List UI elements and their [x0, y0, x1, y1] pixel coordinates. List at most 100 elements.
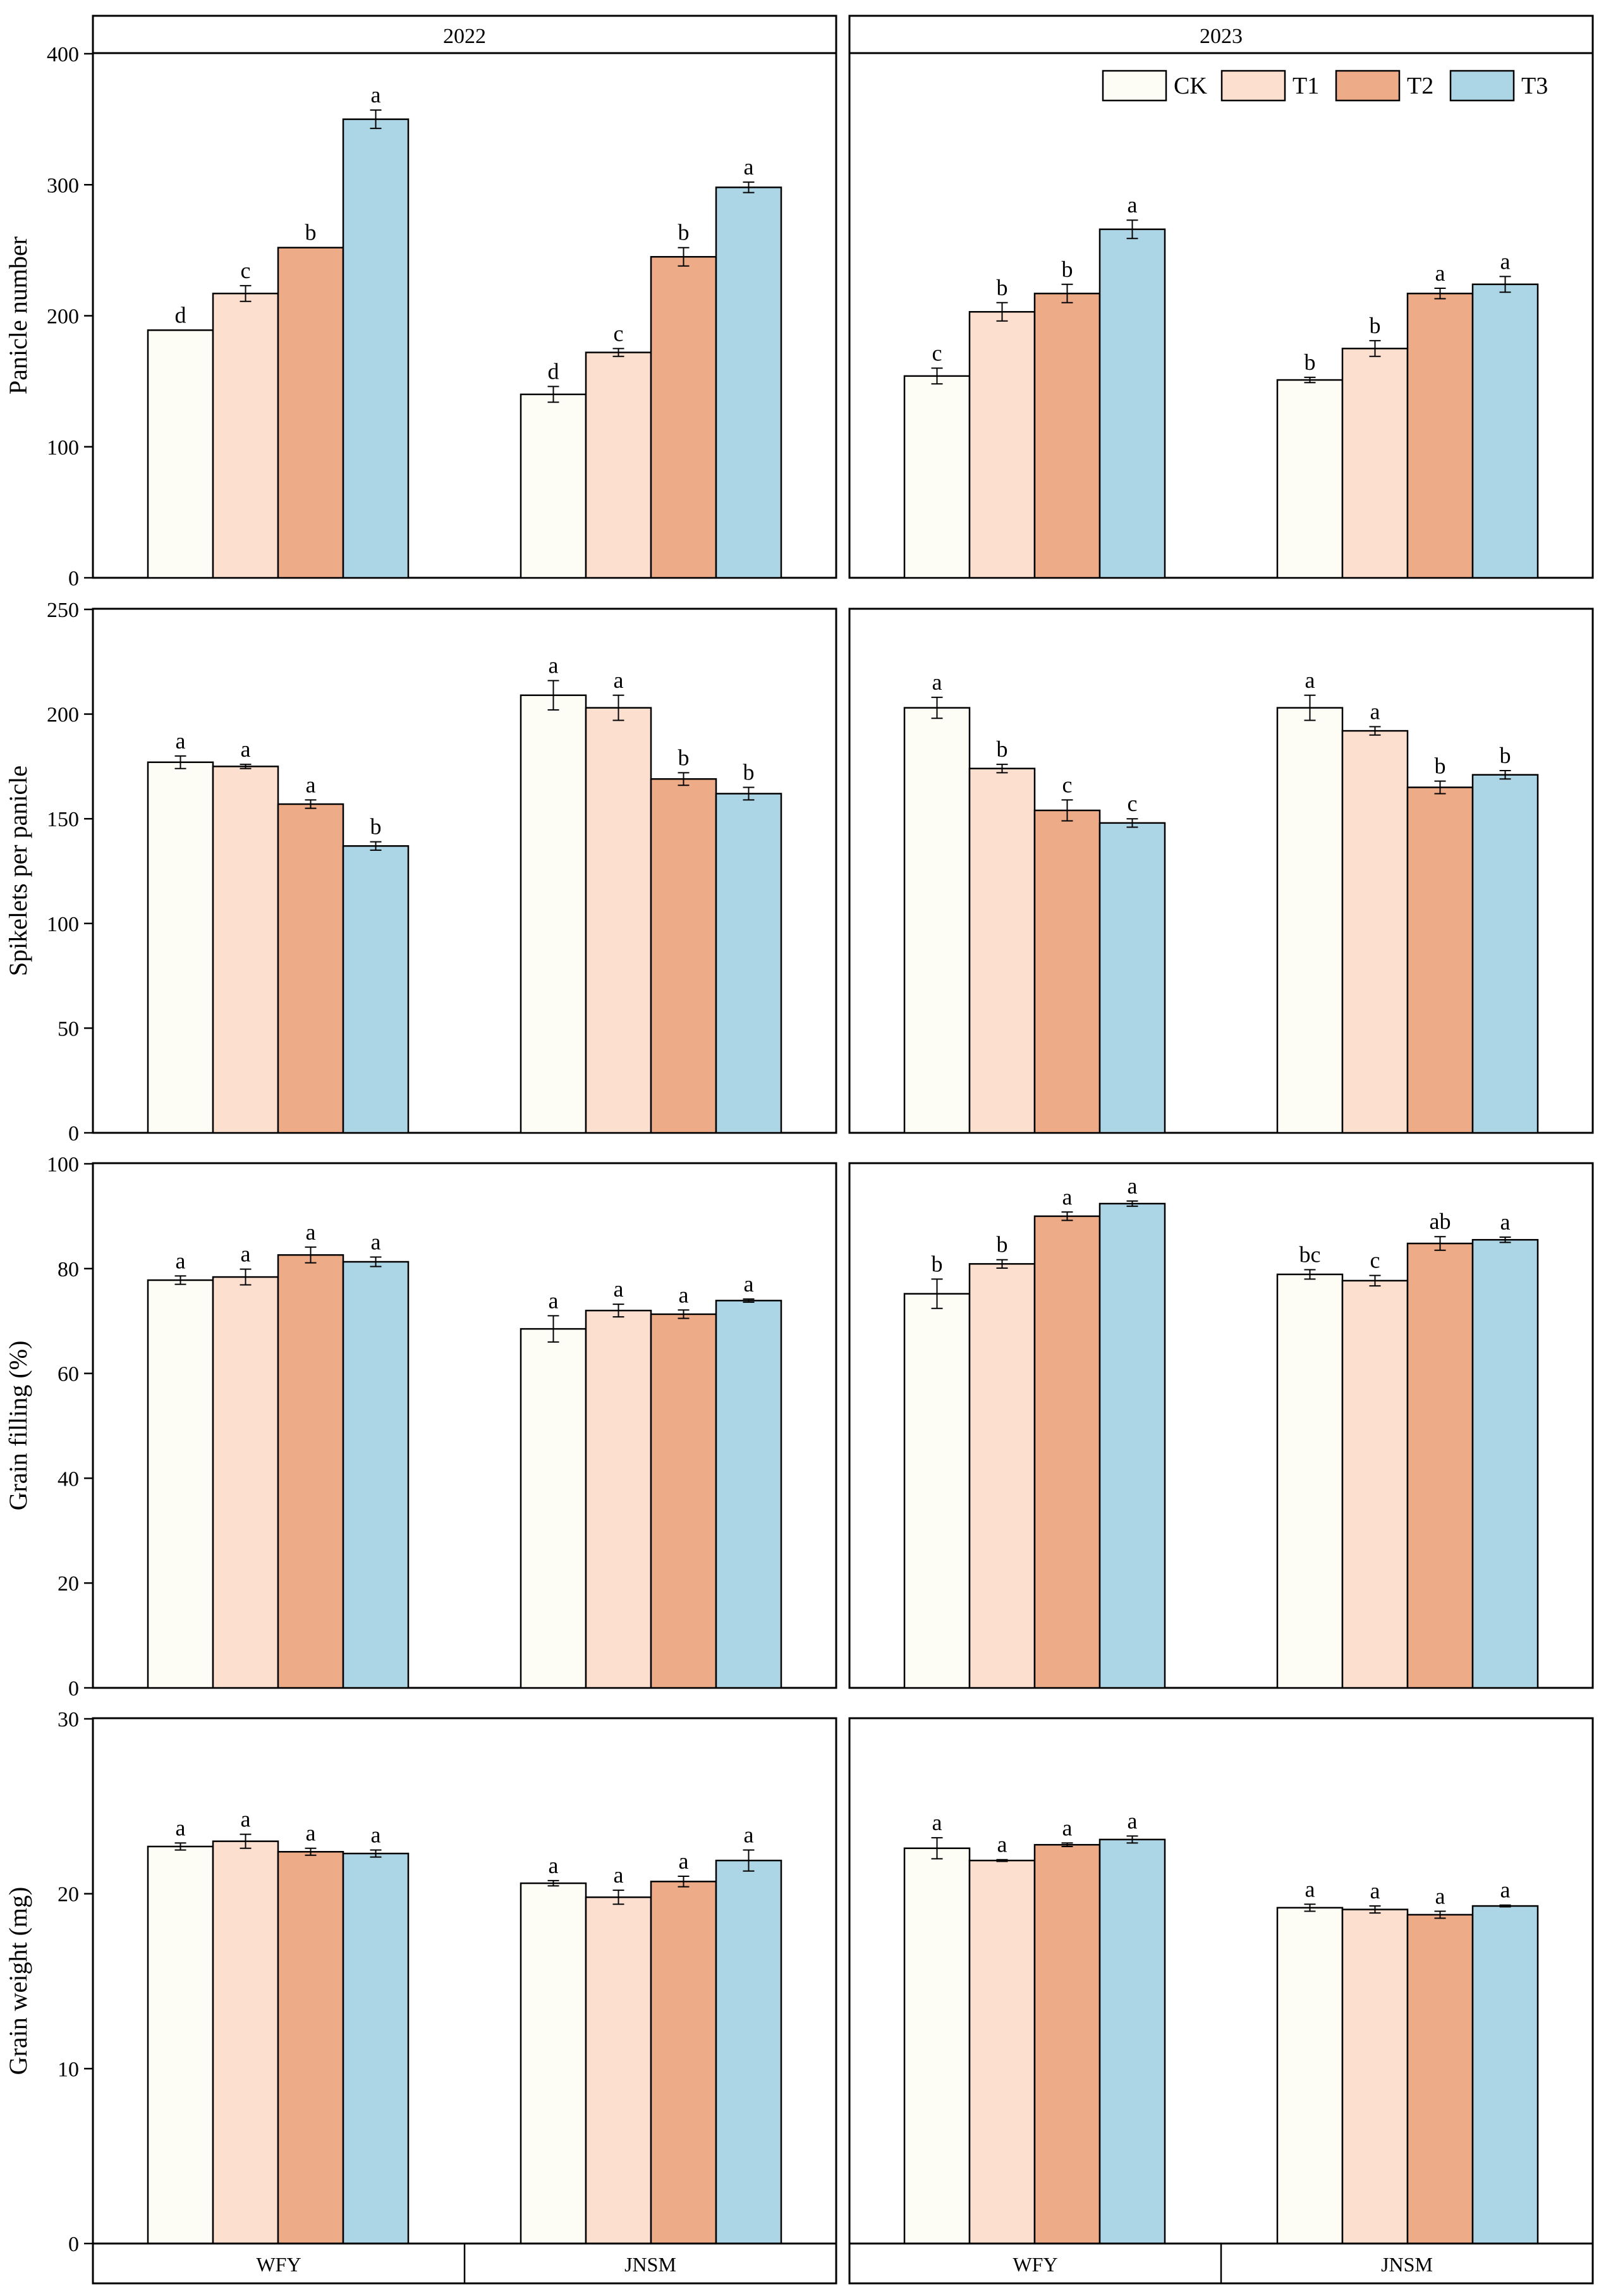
significance-letter: a — [614, 668, 624, 693]
bar-t1-jnsm — [585, 1896, 652, 2245]
panel-grain-weight-mg-2022: 0 10 20 30 Grain weight (mg) a a a a a a a a — [4, 1708, 837, 2256]
y-tick-label: 60 — [58, 1363, 79, 1386]
y-tick-label: 0 — [68, 1122, 79, 1145]
bar-ck-wfy — [903, 375, 971, 579]
bar-t3-jnsm — [1471, 1238, 1539, 1689]
bar-t2-jnsm — [1406, 293, 1474, 579]
bar-ck-wfy — [147, 329, 214, 579]
y-tick-label: 400 — [47, 43, 79, 66]
legend-swatch-ck — [1102, 70, 1167, 102]
y-axis-label: Grain weight (mg) — [4, 1887, 32, 2075]
y-tick-label: 100 — [47, 913, 79, 936]
variety-label-jnsm: JNSM — [1381, 2253, 1433, 2276]
significance-letter: c — [932, 340, 942, 365]
legend-label-t3: T3 — [1521, 73, 1548, 99]
variety-label-jnsm: JNSM — [624, 2253, 676, 2276]
bar-t1-wfy — [212, 1276, 279, 1689]
bar-t1-jnsm — [1341, 1279, 1409, 1689]
bar-t3-jnsm — [1471, 774, 1539, 1134]
legend-label-t2: T2 — [1407, 73, 1433, 99]
significance-letter: a — [1500, 1209, 1511, 1235]
bar-ck-wfy — [147, 1845, 214, 2245]
significance-letter: a — [241, 736, 251, 762]
bar-t3-jnsm — [1471, 1905, 1539, 2245]
y-axis-label: Grain filling (%) — [4, 1341, 32, 1511]
bar-ck-jnsm — [520, 1328, 587, 1689]
y-tick-label: 200 — [47, 305, 79, 329]
significance-letter: c — [1128, 791, 1138, 816]
bar-t2-wfy — [277, 1851, 344, 2245]
significance-letter: a — [997, 1832, 1007, 1857]
significance-letter: b — [997, 275, 1008, 300]
bar-ck-wfy — [903, 1293, 971, 1689]
panel-spikelets-per-panicle-2022: 0 50 100 150 200 250 Spikelets per panicle a a a b… — [4, 599, 837, 1145]
bar-t3-wfy — [342, 1261, 410, 1689]
y-axis-label: Spikelets per panicle — [4, 766, 32, 976]
bar-ck-wfy — [147, 761, 214, 1134]
significance-letter: a — [1128, 1173, 1138, 1199]
significance-letter: b — [678, 745, 690, 770]
y-axis-label: Panicle number — [4, 236, 32, 394]
bar-t1-jnsm — [585, 707, 652, 1134]
panel-r0-2023: c b b a b b a a — [848, 52, 1594, 579]
significance-letter: a — [932, 669, 942, 695]
significance-letter: a — [1435, 260, 1445, 286]
y-tick-label: 80 — [58, 1258, 79, 1281]
bar-ck-wfy — [147, 1279, 214, 1689]
significance-letter: c — [614, 321, 624, 346]
significance-letter: b — [932, 1251, 943, 1276]
significance-letter: a — [306, 1821, 316, 1846]
significance-letter: a — [176, 1815, 186, 1840]
panel-panicle-number-2022: 0 100 200 300 400 Panicle number d c b a d c b a — [4, 43, 837, 590]
significance-letter: a — [241, 1242, 251, 1267]
significance-letter: a — [744, 1271, 754, 1297]
significance-letter: b — [743, 760, 755, 785]
y-tick-label: 10 — [58, 2058, 79, 2081]
significance-letter: a — [241, 1807, 251, 1832]
significance-letter: b — [1500, 743, 1511, 768]
significance-letter: a — [1305, 1876, 1315, 1902]
bar-t3-jnsm — [715, 1300, 782, 1689]
significance-letter: a — [306, 772, 316, 797]
bar-t2-wfy — [1033, 293, 1101, 579]
bar-t1-jnsm — [1341, 730, 1409, 1134]
legend-swatch-t1 — [1220, 70, 1286, 102]
significance-letter: b — [997, 736, 1008, 762]
bar-ck-jnsm — [1276, 379, 1344, 579]
bar-t1-wfy — [212, 766, 279, 1134]
significance-letter: b — [1305, 350, 1316, 375]
bar-t1-wfy — [212, 293, 279, 579]
legend-swatch-t3 — [1449, 70, 1515, 102]
bar-t3-wfy — [1098, 228, 1166, 579]
significance-letter: a — [1435, 1883, 1445, 1908]
legend-swatch-t2 — [1335, 70, 1401, 102]
y-tick-label: 100 — [47, 436, 79, 460]
bar-ck-jnsm — [1276, 1273, 1344, 1689]
significance-letter: bc — [1299, 1242, 1321, 1267]
panel-frame — [92, 608, 837, 1134]
bar-t2-jnsm — [1406, 1242, 1474, 1689]
significance-letter: a — [744, 1823, 754, 1848]
y-tick-label: 0 — [68, 1677, 79, 1701]
panel-frame — [848, 52, 1594, 579]
bar-t3-wfy — [342, 1852, 410, 2245]
significance-letter: a — [549, 653, 559, 678]
significance-letter: a — [932, 1810, 942, 1835]
bar-t2-jnsm — [650, 1313, 717, 1689]
significance-letter: c — [1062, 772, 1073, 797]
significance-letter: a — [744, 154, 754, 180]
bar-t1-wfy — [968, 1263, 1036, 1689]
y-tick-label: 250 — [47, 599, 79, 622]
column-header-label: 2022 — [443, 25, 486, 48]
bar-t3-jnsm — [715, 186, 782, 579]
bar-t3-jnsm — [1471, 283, 1539, 579]
legend: CK T1 T2 T3 — [1102, 70, 1548, 102]
significance-letter: d — [175, 302, 186, 327]
bar-t3-wfy — [1098, 1202, 1166, 1689]
variety-footer-2022: WFY JNSM — [92, 2242, 837, 2285]
panel-frame — [92, 1162, 837, 1689]
bar-t2-jnsm — [650, 1881, 717, 2245]
significance-letter: ab — [1430, 1209, 1451, 1234]
panel-r1-2023: a b c c a a b b — [848, 608, 1594, 1134]
